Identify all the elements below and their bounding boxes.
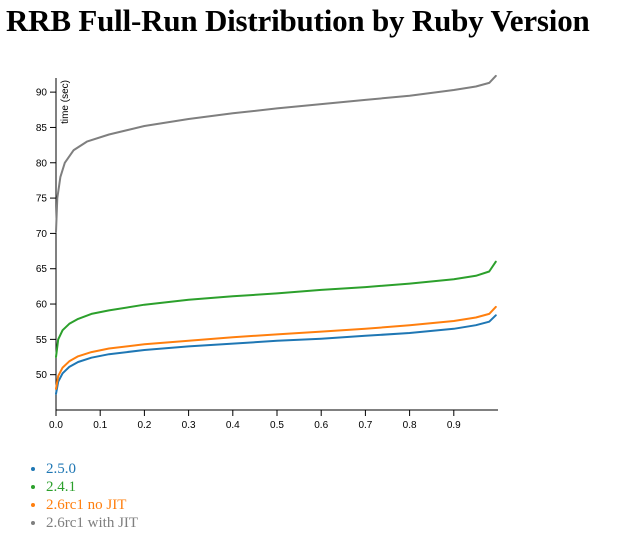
y-tick-label: 70 <box>36 229 48 240</box>
series-lines <box>55 74 497 395</box>
x-tick-label: 0.9 <box>447 420 461 431</box>
x-tick-label: 0.5 <box>270 420 284 431</box>
y-ticks: 50 55 60 65 70 75 80 85 90 <box>36 88 56 381</box>
y-tick-label: 75 <box>36 194 48 205</box>
x-axis: 0.0 0.1 0.2 0.3 0.4 0.5 0.6 0.7 0.8 0.9 <box>49 409 498 431</box>
series-line-2 <box>55 305 497 390</box>
legend-item: 2.5.0 <box>46 460 138 478</box>
y-tick-label: 65 <box>36 264 48 275</box>
x-tick-label: 0.4 <box>226 420 240 431</box>
y-tick-label: 50 <box>36 370 48 381</box>
x-tick-label: 0.7 <box>358 420 372 431</box>
y-axis: 50 55 60 65 70 75 80 85 90 time (sec) <box>36 78 71 410</box>
series-line-0 <box>55 314 497 395</box>
y-tick-label: 55 <box>36 335 48 346</box>
y-axis-title: time (sec) <box>60 80 71 124</box>
x-tick-label: 0.8 <box>403 420 417 431</box>
x-tick-label: 0.3 <box>182 420 196 431</box>
x-tick-label: 0.1 <box>93 420 107 431</box>
y-tick-label: 85 <box>36 123 48 134</box>
page-title: RRB Full-Run Distribution by Ruby Versio… <box>6 3 590 38</box>
legend-item: 2.6rc1 with JIT <box>46 514 138 532</box>
x-tick-label: 0.6 <box>314 420 328 431</box>
x-tick-label: 0.0 <box>49 420 63 431</box>
legend-item: 2.6rc1 no JIT <box>46 496 138 514</box>
x-ticks: 0.0 0.1 0.2 0.3 0.4 0.5 0.6 0.7 0.8 0.9 <box>49 410 461 431</box>
y-tick-label: 60 <box>36 300 48 311</box>
legend: 2.5.02.4.12.6rc1 no JIT2.6rc1 with JIT <box>20 460 138 532</box>
y-tick-label: 90 <box>36 88 48 99</box>
series-line-1 <box>55 260 497 358</box>
legend-item: 2.4.1 <box>46 478 138 496</box>
series-line-3 <box>55 74 497 233</box>
x-tick-label: 0.2 <box>137 420 151 431</box>
y-tick-label: 80 <box>36 158 48 169</box>
